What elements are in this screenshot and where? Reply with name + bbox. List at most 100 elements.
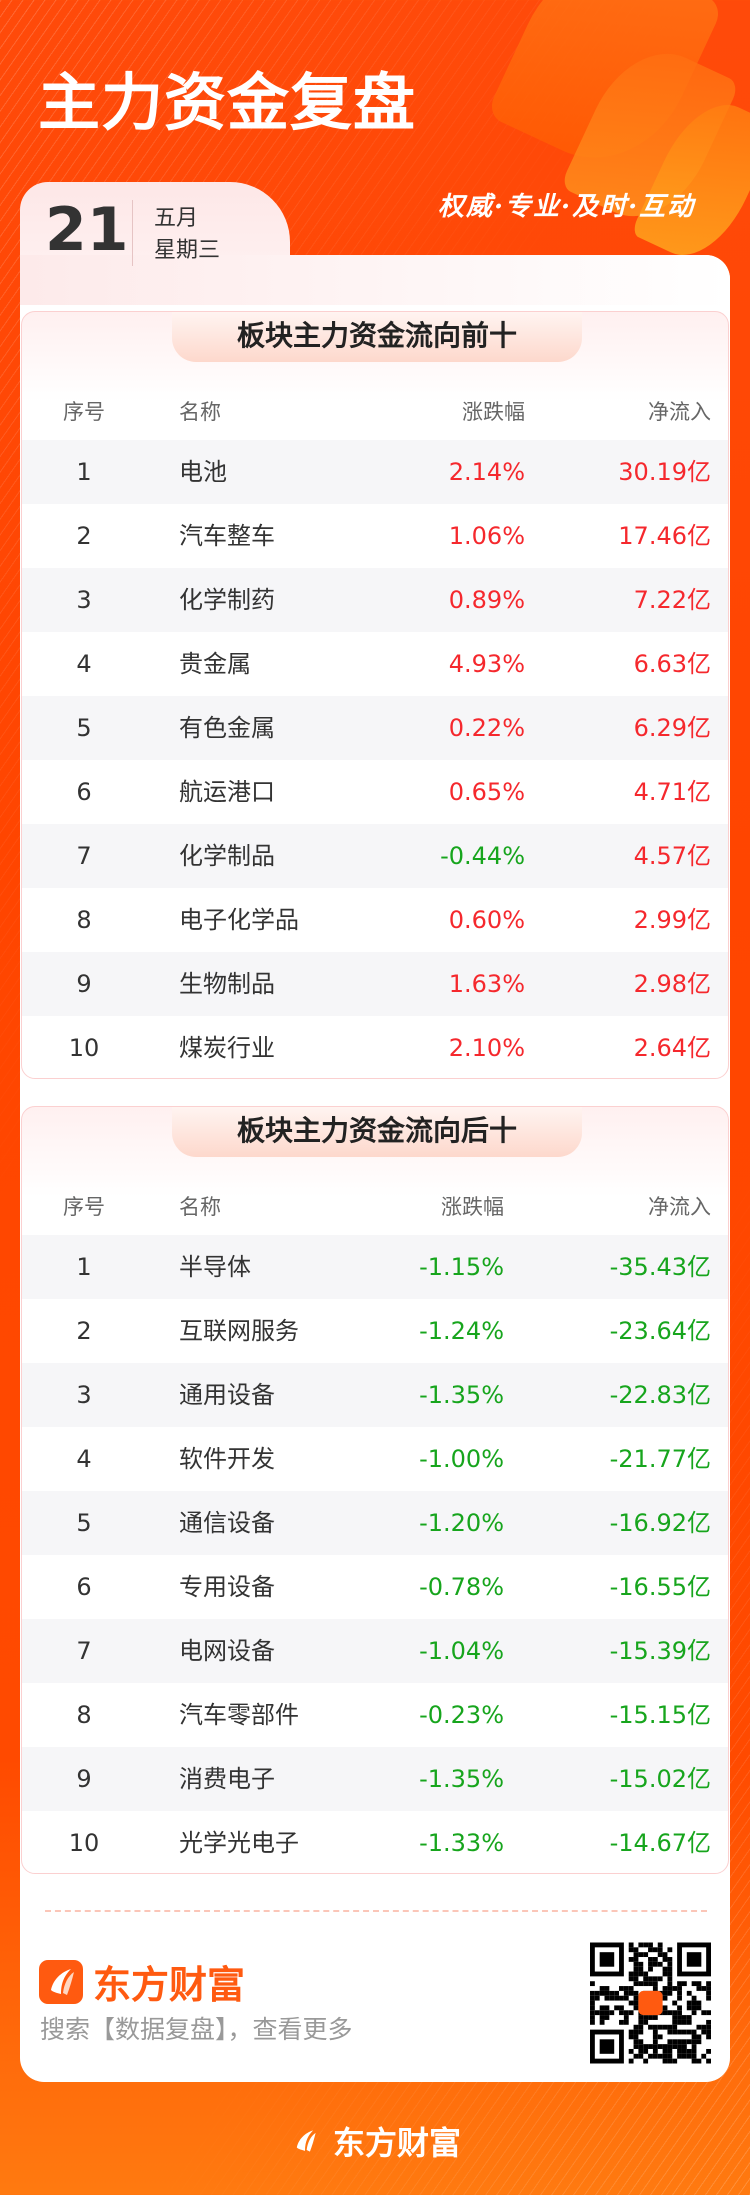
date-weekday: 星期三 <box>154 238 221 263</box>
col-rank: 序号 <box>63 1195 105 1219</box>
rank: 8 <box>76 1701 92 1729</box>
col-inflow: 净流入 <box>648 400 711 424</box>
table-row: 8 汽车零部件 -0.23% -15.15亿 <box>22 1683 728 1747</box>
table-row: 7 电网设备 -1.04% -15.39亿 <box>22 1619 728 1683</box>
sector-name: 电网设备 <box>179 1637 275 1665</box>
sector-name: 电子化学品 <box>179 906 299 934</box>
divider <box>132 200 133 266</box>
rank: 8 <box>76 906 92 934</box>
net-inflow: -15.15亿 <box>609 1701 711 1729</box>
col-name: 名称 <box>179 1195 221 1219</box>
change-pct: -1.24% <box>419 1317 504 1345</box>
net-inflow: 2.99亿 <box>633 906 711 934</box>
net-inflow: 30.19亿 <box>618 458 711 486</box>
net-inflow: -15.39亿 <box>609 1637 711 1665</box>
change-pct: 2.10% <box>448 1034 525 1062</box>
table-row: 3 通用设备 -1.35% -22.83亿 <box>22 1363 728 1427</box>
rank: 6 <box>76 1573 92 1601</box>
search-hint: 搜索【数据复盘】，查看更多 <box>40 2015 353 2044</box>
top-inflow-section: 板块主力资金流向前十 序号 名称 涨跌幅 净流入 1 电池 2.14% 30.1… <box>21 311 729 1079</box>
col-change: 涨跌幅 <box>462 400 525 424</box>
rank: 9 <box>76 1765 92 1793</box>
date-month: 五月 <box>154 206 199 231</box>
change-pct: 2.14% <box>448 458 525 486</box>
col-change: 涨跌幅 <box>441 1195 504 1219</box>
net-inflow: 2.98亿 <box>633 970 711 998</box>
sector-name: 贵金属 <box>179 650 251 678</box>
change-pct: 0.60% <box>448 906 525 934</box>
sector-name: 汽车零部件 <box>179 1701 299 1729</box>
sector-name: 软件开发 <box>179 1445 275 1473</box>
change-pct: -1.00% <box>419 1445 504 1473</box>
table-row: 5 有色金属 0.22% 6.29亿 <box>22 696 728 760</box>
change-pct: -1.35% <box>419 1765 504 1793</box>
footer-logo: 东方财富 <box>287 2118 461 2164</box>
change-pct: -1.04% <box>419 1637 504 1665</box>
sector-name: 生物制品 <box>179 970 275 998</box>
table-row: 9 消费电子 -1.35% -15.02亿 <box>22 1747 728 1811</box>
table-row: 6 专用设备 -0.78% -16.55亿 <box>22 1555 728 1619</box>
net-inflow: 6.29亿 <box>633 714 711 742</box>
rank: 3 <box>76 1381 92 1409</box>
brand-name: 东方财富 <box>93 1963 246 2007</box>
table-row: 4 贵金属 4.93% 6.63亿 <box>22 632 728 696</box>
rank: 2 <box>76 1317 92 1345</box>
col-inflow: 净流入 <box>648 1195 711 1219</box>
rank: 7 <box>76 842 92 870</box>
rank: 9 <box>76 970 92 998</box>
change-pct: 1.63% <box>448 970 525 998</box>
sector-name: 光学光电子 <box>179 1829 299 1857</box>
rank: 4 <box>76 650 92 678</box>
change-pct: 0.22% <box>448 714 525 742</box>
change-pct: -0.78% <box>419 1573 504 1601</box>
net-inflow: -14.67亿 <box>609 1829 711 1857</box>
date-day: 21 <box>45 195 129 265</box>
rank: 10 <box>68 1034 100 1062</box>
net-inflow: -23.64亿 <box>609 1317 711 1345</box>
table-row: 8 电子化学品 0.60% 2.99亿 <box>22 888 728 952</box>
net-inflow: -21.77亿 <box>609 1445 711 1473</box>
sector-name: 航运港口 <box>179 778 275 806</box>
qr-code-icon <box>590 1942 711 2064</box>
table-body: 1 半导体 -1.15% -35.43亿 2 互联网服务 -1.24% -23.6… <box>22 1235 728 1873</box>
table-row: 3 化学制药 0.89% 7.22亿 <box>22 568 728 632</box>
table-row: 10 煤炭行业 2.10% 2.64亿 <box>22 1016 728 1078</box>
sector-name: 通用设备 <box>179 1381 275 1409</box>
change-pct: 4.93% <box>448 650 525 678</box>
table-row: 9 生物制品 1.63% 2.98亿 <box>22 952 728 1016</box>
slogan: 权威·专业·及时·互动 <box>438 192 696 222</box>
change-pct: 0.65% <box>448 778 525 806</box>
net-inflow: -22.83亿 <box>609 1381 711 1409</box>
rank: 3 <box>76 586 92 614</box>
table-row: 6 航运港口 0.65% 4.71亿 <box>22 760 728 824</box>
brand-logo-icon <box>296 2130 316 2152</box>
sector-name: 电池 <box>179 458 227 486</box>
net-inflow: -16.92亿 <box>609 1509 711 1537</box>
table-row: 5 通信设备 -1.20% -16.92亿 <box>22 1491 728 1555</box>
rank: 2 <box>76 522 92 550</box>
brand-logo: 东方财富 <box>39 1954 245 2009</box>
net-inflow: -16.55亿 <box>609 1573 711 1601</box>
rank: 1 <box>76 458 92 486</box>
change-pct: -0.44% <box>440 842 525 870</box>
brand-logo-icon <box>39 1959 83 2004</box>
rank: 5 <box>76 714 92 742</box>
sector-name: 汽车整车 <box>179 522 275 550</box>
dashed-divider <box>45 1910 707 1912</box>
sector-name: 互联网服务 <box>179 1317 299 1345</box>
table-row: 2 互联网服务 -1.24% -23.64亿 <box>22 1299 728 1363</box>
change-pct: -1.20% <box>419 1509 504 1537</box>
col-name: 名称 <box>179 400 221 424</box>
net-inflow: 4.71亿 <box>633 778 711 806</box>
net-inflow: -35.43亿 <box>609 1253 711 1281</box>
footer-brand: 东方财富 <box>333 2124 462 2162</box>
col-rank: 序号 <box>63 400 105 424</box>
table-row: 1 电池 2.14% 30.19亿 <box>22 440 728 504</box>
table-row: 10 光学光电子 -1.33% -14.67亿 <box>22 1811 728 1873</box>
sector-name: 消费电子 <box>179 1765 275 1793</box>
net-inflow: -15.02亿 <box>609 1765 711 1793</box>
change-pct: 0.89% <box>448 586 525 614</box>
rank: 5 <box>76 1509 92 1537</box>
rank: 4 <box>76 1445 92 1473</box>
net-inflow: 17.46亿 <box>618 522 711 550</box>
